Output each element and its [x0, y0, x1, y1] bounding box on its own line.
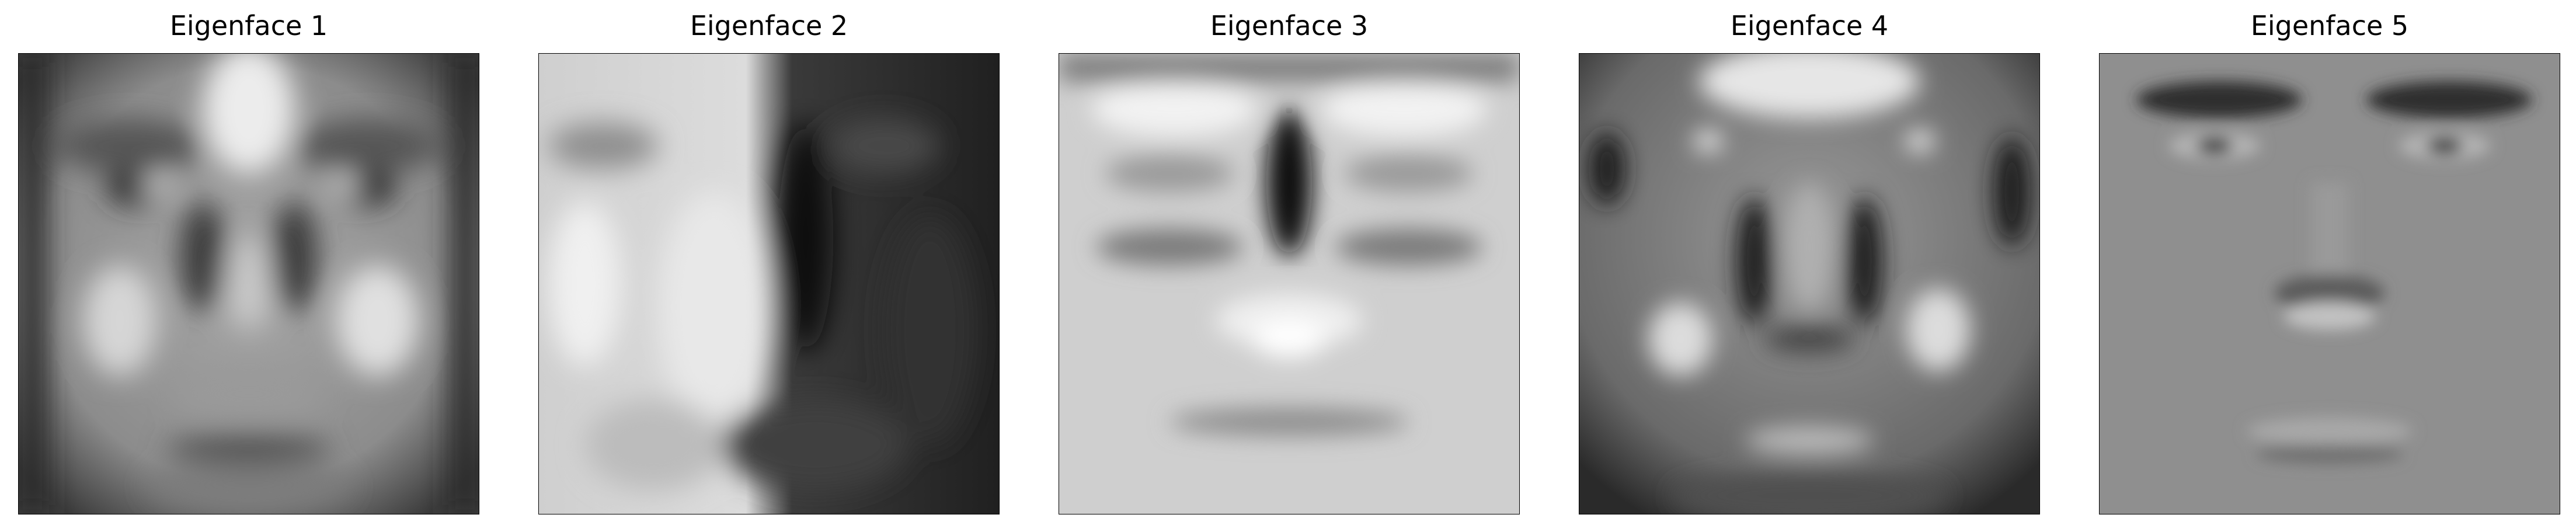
eigenface-panel-3: Eigenface 3 — [1059, 0, 1520, 532]
eigenface-1-image — [18, 53, 479, 514]
panel-title: Eigenface 1 — [169, 10, 328, 41]
eigenface-3-drawing — [1059, 54, 1519, 514]
eigenface-5-image — [2099, 53, 2560, 514]
eigenface-4-drawing — [1579, 54, 2039, 514]
eigenface-2-image — [538, 53, 1000, 514]
eigenface-1-drawing — [19, 54, 479, 514]
eigenface-3-image — [1059, 53, 1520, 514]
eigenface-4-image — [1579, 53, 2040, 514]
panel-title: Eigenface 4 — [1730, 10, 1889, 41]
panel-title: Eigenface 3 — [1210, 10, 1369, 41]
panel-title: Eigenface 5 — [2250, 10, 2409, 41]
eigenface-panel-1: Eigenface 1 — [18, 0, 479, 532]
eigenface-panel-2: Eigenface 2 — [538, 0, 1000, 532]
eigenface-panel-5: Eigenface 5 — [2099, 0, 2560, 532]
eigenface-panel-4: Eigenface 4 — [1579, 0, 2040, 532]
eigenface-5-drawing — [2100, 54, 2560, 514]
eigenface-2-drawing — [539, 54, 999, 514]
panel-title: Eigenface 2 — [690, 10, 848, 41]
